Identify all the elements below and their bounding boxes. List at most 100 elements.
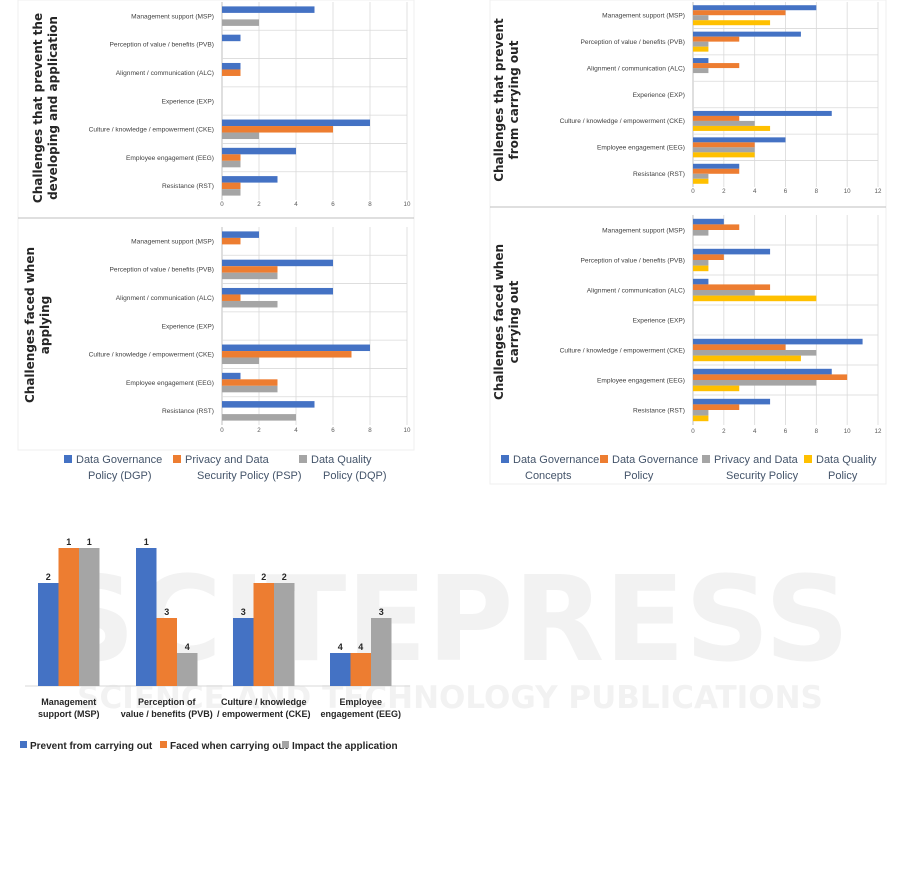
bar bbox=[222, 287, 333, 295]
legend-swatch bbox=[804, 455, 812, 463]
bar bbox=[693, 344, 786, 350]
x-tick-label: 4 bbox=[753, 188, 757, 195]
column-bar bbox=[330, 653, 351, 686]
chart-title-line: Challenges faced when bbox=[492, 244, 506, 400]
bar bbox=[693, 120, 755, 126]
bar bbox=[222, 300, 278, 308]
category-label: Culture / knowledge / empowerment (CKE) bbox=[89, 127, 214, 134]
category-label: Alignment / communication (ALC) bbox=[587, 65, 685, 72]
category-label: Employee bbox=[339, 697, 382, 707]
bar bbox=[693, 260, 709, 266]
category-label: Employee engagement (EEG) bbox=[597, 377, 685, 384]
column-chart: 2 1 1 Management support (MSP) 1 3 4 Perception … bbox=[25, 537, 410, 719]
bar bbox=[222, 147, 296, 155]
bar bbox=[693, 173, 709, 179]
legend-swatch bbox=[64, 455, 72, 463]
bar bbox=[222, 401, 315, 408]
category-label: Culture / knowledge / empowerment (CKE) bbox=[89, 352, 214, 359]
column-bar bbox=[371, 618, 392, 686]
hbar-chart-3: 0 2 4 6 8 10 12 Management support (MSP) Percept… bbox=[492, 2, 882, 195]
legend-swatch bbox=[702, 455, 710, 463]
bar bbox=[693, 31, 801, 37]
bar bbox=[693, 218, 724, 225]
data-label: 4 bbox=[358, 642, 363, 652]
bar bbox=[222, 160, 241, 168]
bar bbox=[222, 351, 352, 358]
column-bar bbox=[156, 618, 177, 686]
legend-label: Security Policy bbox=[726, 470, 799, 482]
data-label: 3 bbox=[241, 607, 246, 617]
x-tick-label: 0 bbox=[220, 201, 224, 208]
category-label: Management support (MSP) bbox=[602, 13, 685, 20]
x-tick-label: 6 bbox=[331, 427, 335, 434]
bar bbox=[693, 278, 709, 285]
category-label: support (MSP) bbox=[38, 709, 100, 719]
legend-label: Data Quality bbox=[816, 454, 877, 466]
x-tick-label: 0 bbox=[220, 427, 224, 434]
bar bbox=[222, 385, 278, 393]
data-label: 1 bbox=[144, 537, 149, 547]
bar bbox=[693, 385, 740, 392]
category-label: Culture / knowledge / empowerment (CKE) bbox=[560, 118, 685, 125]
category-label: Experience (EXP) bbox=[162, 323, 214, 330]
bar bbox=[693, 265, 709, 272]
bar bbox=[222, 176, 278, 183]
category-label: Perception of value / benefits (PVB) bbox=[581, 257, 685, 264]
chart-title-line: Challenges that prevent the bbox=[31, 13, 45, 203]
legend-left: Data Governance Policy (DGP) Privacy and D… bbox=[64, 454, 387, 482]
legend-label: Security Policy (PSP) bbox=[197, 470, 302, 482]
bar bbox=[693, 410, 709, 416]
bar bbox=[693, 290, 755, 296]
x-tick-label: 10 bbox=[404, 427, 411, 434]
bar bbox=[222, 132, 259, 140]
chart-title-line: from carrying out bbox=[507, 40, 521, 159]
bar bbox=[222, 6, 315, 13]
legend-label: Impact the application bbox=[292, 741, 398, 752]
bar bbox=[222, 344, 370, 352]
bar bbox=[222, 231, 259, 238]
category-label: Employee engagement (EEG) bbox=[126, 155, 214, 162]
legend-swatch bbox=[501, 455, 509, 463]
legend-label: Data Quality bbox=[311, 454, 372, 466]
bar bbox=[222, 34, 241, 42]
category-label: Resistance (RST) bbox=[162, 408, 214, 415]
chart-title-line: Challenges faced when bbox=[23, 247, 37, 403]
x-tick-label: 2 bbox=[722, 428, 726, 435]
chart-title-line: Challenges that prevent bbox=[492, 18, 506, 182]
data-label: 1 bbox=[87, 537, 92, 547]
category-label: Perception of value / benefits (PVB) bbox=[110, 42, 214, 49]
bar bbox=[222, 259, 333, 267]
bar bbox=[222, 414, 296, 421]
hbar-chart-2: 0 2 4 6 8 10 Management support (MSP) Perceptio… bbox=[23, 227, 411, 434]
bar bbox=[693, 41, 709, 47]
bar bbox=[222, 189, 241, 196]
bar bbox=[693, 284, 771, 290]
bar bbox=[222, 119, 370, 127]
bar bbox=[693, 415, 709, 422]
column-bar bbox=[136, 548, 157, 686]
category-label: Experience (EXP) bbox=[633, 92, 685, 99]
data-label: 4 bbox=[185, 642, 190, 652]
category-label: Experience (EXP) bbox=[162, 98, 214, 105]
bar bbox=[693, 230, 709, 236]
x-tick-label: 8 bbox=[815, 188, 819, 195]
bar bbox=[693, 374, 848, 380]
x-tick-label: 2 bbox=[257, 201, 261, 208]
bar bbox=[222, 69, 241, 76]
column-bar bbox=[233, 618, 254, 686]
bar bbox=[222, 182, 241, 190]
bar bbox=[693, 46, 709, 52]
category-label: / empowerment (CKE) bbox=[217, 709, 311, 719]
bar bbox=[222, 19, 259, 26]
category-label: value / benefits (PVB) bbox=[121, 709, 213, 719]
bar bbox=[222, 379, 278, 386]
bar bbox=[693, 368, 832, 375]
bar bbox=[693, 20, 771, 26]
bar bbox=[693, 248, 771, 255]
column-bar bbox=[274, 583, 295, 686]
column-bar bbox=[350, 653, 371, 686]
legend-swatch bbox=[20, 741, 27, 748]
x-tick-label: 2 bbox=[257, 427, 261, 434]
bar bbox=[222, 357, 259, 365]
